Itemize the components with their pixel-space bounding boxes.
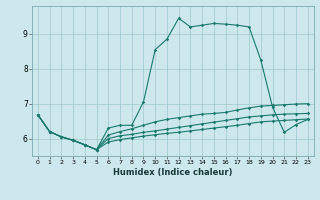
X-axis label: Humidex (Indice chaleur): Humidex (Indice chaleur) — [113, 168, 233, 177]
